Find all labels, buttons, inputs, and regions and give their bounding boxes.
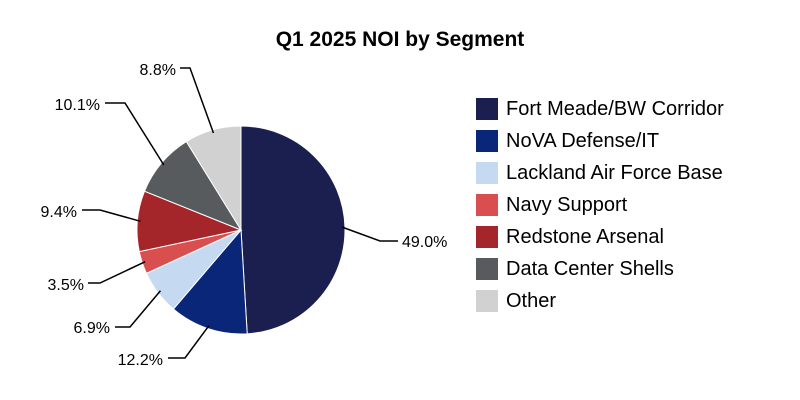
- legend-label: Lackland Air Force Base: [506, 161, 723, 184]
- legend-swatch: [476, 226, 498, 248]
- leader-line: [105, 102, 165, 166]
- legend-swatch: [476, 290, 498, 312]
- legend-item: Data Center Shells: [476, 253, 724, 285]
- data-label: 3.5%: [48, 277, 84, 294]
- legend-swatch: [476, 194, 498, 216]
- leader-line: [341, 226, 398, 242]
- legend-item: Fort Meade/BW Corridor: [476, 93, 724, 125]
- leader-line: [82, 209, 141, 223]
- data-label: 49.0%: [402, 234, 447, 251]
- data-label: 10.1%: [55, 97, 100, 114]
- legend-label: Other: [506, 289, 557, 312]
- legend-label: Redstone Arsenal: [506, 225, 664, 248]
- legend-item: Navy Support: [476, 189, 724, 221]
- data-label: 8.8%: [140, 62, 176, 79]
- data-label: 6.9%: [74, 320, 110, 337]
- legend-item: Lackland Air Force Base: [476, 157, 724, 189]
- legend-item: NoVA Defense/IT: [476, 125, 724, 157]
- legend-label: Fort Meade/BW Corridor: [506, 97, 724, 120]
- legend-swatch: [476, 130, 498, 152]
- legend: Fort Meade/BW Corridor NoVA Defense/IT Lac…: [476, 93, 724, 317]
- pie-slice: [240, 125, 346, 335]
- legend-label: NoVA Defense/IT: [506, 129, 660, 152]
- legend-label: Navy Support: [506, 193, 628, 216]
- leader-line: [88, 260, 146, 284]
- pie-slice: [172, 228, 248, 335]
- legend-swatch: [476, 258, 498, 280]
- leader-line: [168, 325, 210, 359]
- legend-item: Other: [476, 285, 724, 317]
- legend-swatch: [476, 162, 498, 184]
- data-label: 12.2%: [118, 352, 163, 369]
- legend-item: Redstone Arsenal: [476, 221, 724, 253]
- legend-label: Data Center Shells: [506, 257, 674, 280]
- leader-line: [115, 290, 162, 328]
- leader-line: [180, 67, 215, 134]
- chart-title: Q1 2025 NOI by Segment: [275, 28, 525, 51]
- data-label: 9.4%: [41, 204, 77, 221]
- legend-swatch: [476, 98, 498, 120]
